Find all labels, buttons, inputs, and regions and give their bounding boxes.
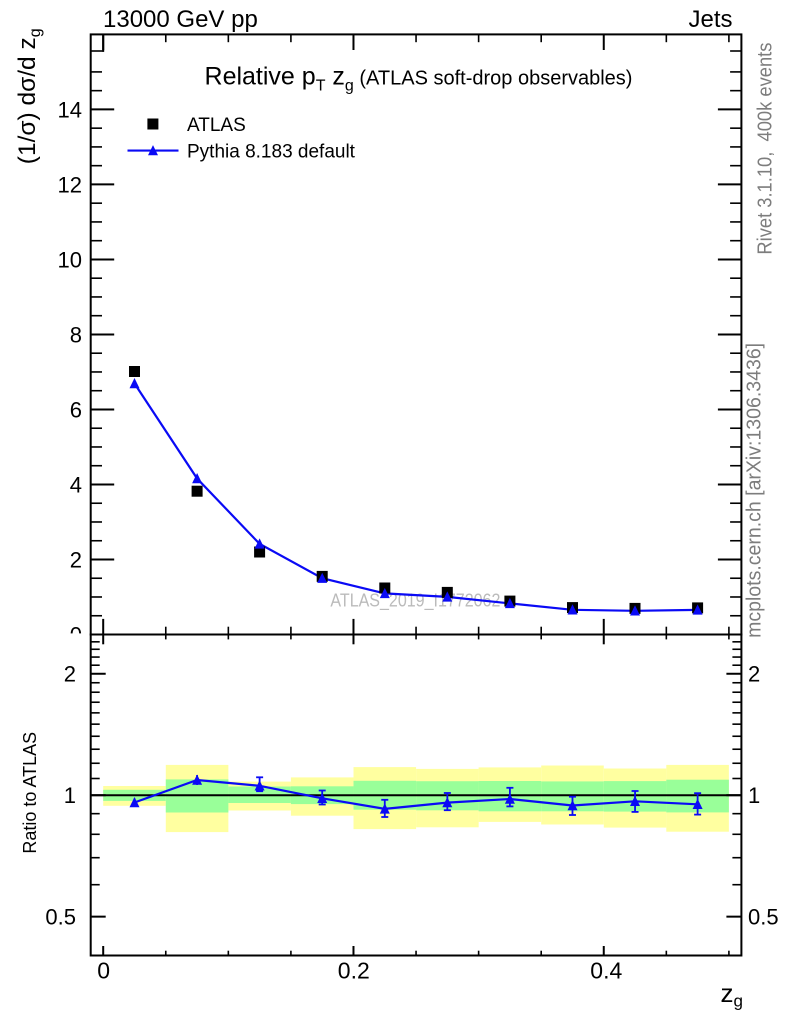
svg-text:Pythia 8.183 default: Pythia 8.183 default [187,141,356,162]
svg-text:1: 1 [748,783,760,808]
svg-text:1: 1 [64,783,76,808]
svg-text:4: 4 [70,472,82,497]
svg-text:Jets: Jets [688,6,732,33]
svg-text:0.5: 0.5 [748,905,779,930]
svg-text:0.2: 0.2 [338,958,370,984]
svg-text:8: 8 [70,322,82,347]
svg-text:12: 12 [58,172,82,197]
svg-text:10: 10 [58,247,82,272]
svg-text:ATLAS: ATLAS [187,115,246,136]
svg-text:mcplots.cern.ch [arXiv:1306.34: mcplots.cern.ch [arXiv:1306.3436] [743,343,766,638]
svg-text:zg: zg [721,978,743,1011]
svg-text:0.5: 0.5 [45,905,76,930]
svg-text:14: 14 [58,97,82,122]
svg-text:Ratio to ATLAS: Ratio to ATLAS [20,732,40,854]
svg-text:(1/σ) dσ/d zg: (1/σ) dσ/d zg [14,28,44,164]
svg-text:2: 2 [64,662,76,687]
svg-text:6: 6 [70,397,82,422]
svg-text:Relative pT zg (ATLAS soft-dro: Relative pT zg (ATLAS soft-drop observab… [205,62,633,94]
svg-text:0.4: 0.4 [590,958,622,984]
svg-text:Rivet 3.1.10, 400k events: Rivet 3.1.10, 400k events [754,43,777,255]
svg-text:13000 GeV pp: 13000 GeV pp [103,6,258,33]
svg-text:2: 2 [748,662,760,687]
svg-text:2: 2 [70,547,82,572]
svg-text:ATLAS_2019_I1772062: ATLAS_2019_I1772062 [330,590,500,612]
svg-text:0: 0 [97,958,110,984]
